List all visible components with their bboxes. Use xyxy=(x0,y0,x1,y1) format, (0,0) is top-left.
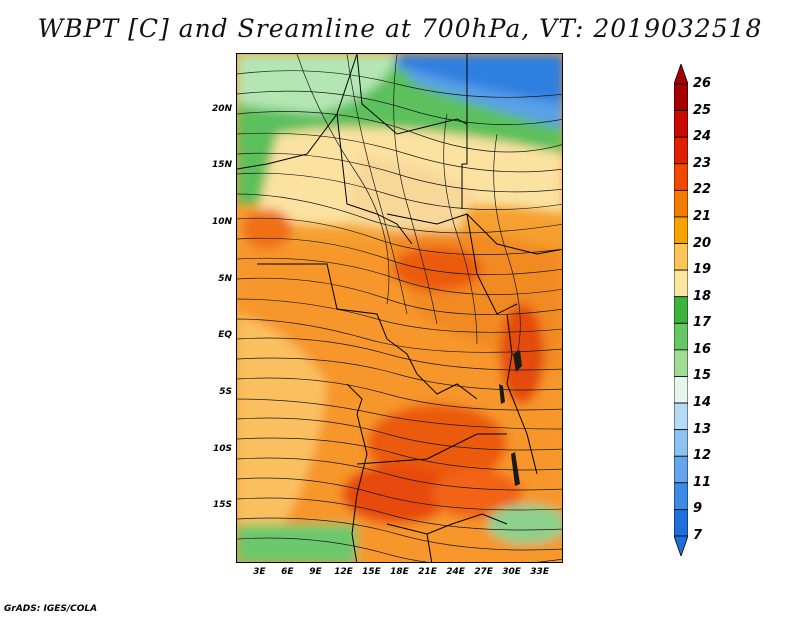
colorbar-segment xyxy=(674,163,688,191)
colorbar-segment xyxy=(674,269,688,298)
country-borders xyxy=(237,54,562,562)
colorbar xyxy=(674,64,688,556)
lon-tick-label: 27E xyxy=(474,567,493,577)
lon-tick-label: 24E xyxy=(446,567,465,577)
lon-tick-label: 15E xyxy=(362,567,381,577)
colorbar-label: 12 xyxy=(693,448,712,464)
lakes xyxy=(499,350,522,486)
streamlines xyxy=(237,54,562,562)
colorbar-label: 23 xyxy=(693,155,712,171)
wbpt-shading xyxy=(237,54,562,562)
lat-tick-label: 15N xyxy=(211,160,232,171)
colorbar-label: 21 xyxy=(693,208,712,224)
colorbar-segment xyxy=(674,189,688,218)
colorbar-segment xyxy=(674,243,688,271)
lat-tick-label: 10S xyxy=(212,443,232,454)
grads-credit: GrADS: IGES/COLA xyxy=(4,604,98,614)
colorbar-label: 13 xyxy=(693,421,712,437)
colorbar-top-arrow xyxy=(674,64,688,85)
colorbar-segment xyxy=(674,296,688,324)
colorbar-label: 18 xyxy=(693,288,712,304)
colorbar-label: 20 xyxy=(693,235,712,251)
chart-title: WBPT [C] and Sreamline at 700hPa, VT: 20… xyxy=(37,14,763,43)
colorbar-segment xyxy=(674,455,688,484)
colorbar-label: 9 xyxy=(693,501,703,517)
colorbar-segment xyxy=(674,376,688,404)
colorbar-segment xyxy=(674,83,688,111)
lon-tick-label: 33E xyxy=(530,567,549,577)
colorbar-bottom-arrow xyxy=(674,535,688,556)
colorbar-segment xyxy=(674,349,688,377)
colorbar-segment xyxy=(674,216,688,244)
colorbar-label: 22 xyxy=(693,182,712,198)
colorbar-segment xyxy=(674,136,688,165)
colorbar-segment xyxy=(674,429,688,457)
colorbar-segment xyxy=(674,482,688,510)
colorbar-label: 17 xyxy=(693,315,712,331)
colorbar-segment xyxy=(674,110,688,138)
lon-tick-label: 6E xyxy=(281,567,294,577)
lon-tick-label: 21E xyxy=(418,567,437,577)
colorbar-label: 26 xyxy=(693,76,712,91)
colorbar-label: 24 xyxy=(693,129,712,145)
lon-tick-label: 12E xyxy=(334,567,353,577)
colorbar-segment xyxy=(674,322,688,351)
colorbar-label: 7 xyxy=(693,528,703,543)
lat-tick-label: 10N xyxy=(211,217,232,227)
lon-tick-label: 30E xyxy=(502,567,521,577)
colorbar-label: 11 xyxy=(693,474,712,490)
colorbar-label: 15 xyxy=(693,368,712,384)
colorbar-label: 19 xyxy=(693,262,712,278)
lat-tick-label: 15S xyxy=(212,500,232,511)
colorbar-label: 25 xyxy=(693,102,712,118)
lon-tick-label: 3E xyxy=(253,567,266,577)
colorbar-segment xyxy=(674,402,688,431)
colorbar-label: 14 xyxy=(693,395,712,411)
lat-tick-label: 5S xyxy=(219,387,232,397)
lat-tick-label: EQ xyxy=(218,330,232,341)
map-svg xyxy=(237,54,562,562)
lon-tick-label: 9E xyxy=(309,567,322,577)
colorbar-label: 16 xyxy=(693,341,712,357)
lon-tick-label: 18E xyxy=(390,567,409,577)
map-panel xyxy=(236,53,563,563)
colorbar-segment xyxy=(674,509,688,537)
lat-tick-label: 5N xyxy=(218,273,232,284)
lat-tick-label: 20N xyxy=(211,103,232,114)
